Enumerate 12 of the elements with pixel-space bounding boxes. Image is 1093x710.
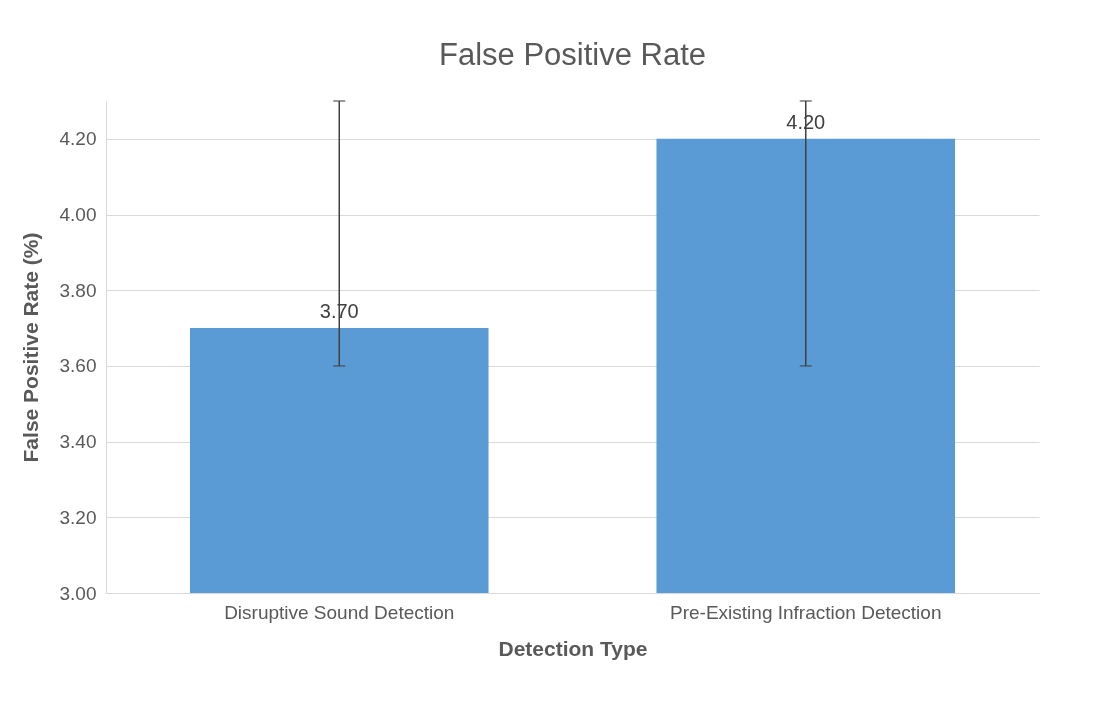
y-tick-label: 3.00: [59, 582, 97, 604]
y-tick-label: 3.60: [59, 355, 97, 377]
y-tick-label: 4.20: [59, 128, 97, 150]
x-axis-title: Detection Type: [498, 636, 648, 660]
chart-title: False Positive Rate: [438, 37, 707, 73]
y-tick-label: 4.00: [59, 204, 97, 226]
y-axis-title: False Positive Rate (%): [18, 232, 42, 463]
y-tick-label: 3.80: [59, 279, 97, 301]
y-tick-label: 3.40: [59, 431, 97, 453]
y-tick-label: 3.20: [59, 506, 97, 528]
x-tick-label: Disruptive Sound Detection: [224, 601, 455, 623]
x-tick-label: Pre-Existing Infraction Detection: [670, 601, 942, 623]
